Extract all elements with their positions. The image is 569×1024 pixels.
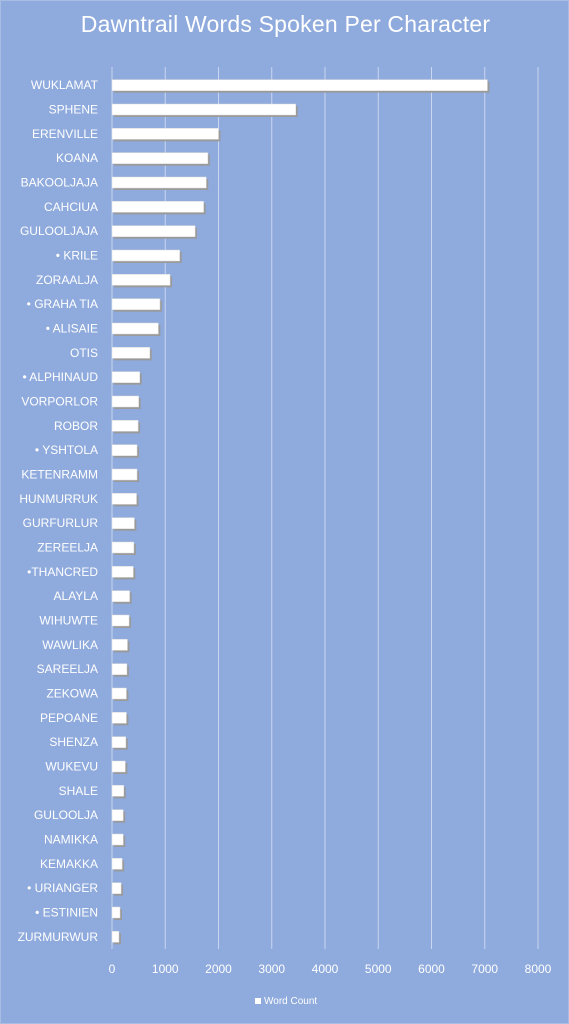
bar <box>111 201 204 213</box>
category-label: GULOOLJA <box>34 808 98 822</box>
category-label: CAHCIUA <box>44 200 98 214</box>
category-label: • ALPHINAUD <box>22 370 98 384</box>
category-label: • KRILE <box>56 249 98 263</box>
x-tick-label: 7000 <box>471 962 498 976</box>
bar <box>111 736 127 748</box>
category-label: BAKOOLJAJA <box>21 176 98 190</box>
category-label: SPHENE <box>49 103 98 117</box>
bar <box>111 590 130 602</box>
category-label: ZORAALJA <box>36 273 98 287</box>
bar <box>111 639 128 651</box>
category-label: NAMIKKA <box>44 833 98 847</box>
bar <box>111 79 488 91</box>
bar <box>111 833 124 846</box>
category-label: SAREELJA <box>37 662 98 676</box>
x-tick-label: 3000 <box>258 962 285 976</box>
category-label: WIHUWTE <box>39 614 98 628</box>
bar <box>111 128 219 140</box>
bar <box>111 687 127 700</box>
bar <box>111 225 196 237</box>
category-label: • ESTINIEN <box>35 906 98 920</box>
category-label: OTIS <box>70 346 98 360</box>
bar <box>111 760 126 773</box>
category-label: KETENRAMM <box>21 468 98 482</box>
category-label: KOANA <box>56 151 98 165</box>
bar <box>111 420 139 432</box>
x-tick-label: 2000 <box>205 962 232 976</box>
chart-title: Dawntrail Words Spoken Per Character <box>80 11 491 37</box>
category-label: SHENZA <box>49 735 98 749</box>
category-label: HUNMURRUK <box>19 492 98 506</box>
category-label: •THANCRED <box>27 565 98 579</box>
category-label: • GRAHA TIA <box>27 297 98 311</box>
legend-label: Word Count <box>264 996 317 1007</box>
bar <box>111 663 128 675</box>
category-label: SHALE <box>59 784 98 798</box>
bar <box>111 493 137 505</box>
bar <box>111 712 127 724</box>
bar <box>111 566 134 578</box>
bar <box>111 858 123 870</box>
category-label: PEPOANE <box>40 711 98 725</box>
bar <box>111 444 138 456</box>
bar <box>111 152 209 164</box>
x-tick-label: 6000 <box>418 962 445 976</box>
category-label: • YSHTOLA <box>35 443 98 457</box>
category-label: ALAYLA <box>54 589 98 603</box>
bar <box>111 785 124 797</box>
bar <box>111 517 135 529</box>
bar <box>111 882 122 894</box>
bar <box>111 347 151 359</box>
category-label: GULOOLJAJA <box>20 224 98 238</box>
bar <box>111 274 171 286</box>
bar <box>111 614 130 627</box>
bar <box>111 176 207 189</box>
category-label: ERENVILLE <box>32 127 98 141</box>
category-label: VORPORLOR <box>21 395 98 409</box>
bar <box>111 931 120 943</box>
bar <box>111 371 140 383</box>
category-label: ROBOR <box>54 419 98 433</box>
bar <box>111 906 121 919</box>
x-tick-label: 8000 <box>525 962 552 976</box>
category-label: ZURMURWUR <box>18 930 99 944</box>
bar <box>111 298 161 310</box>
category-label: • ALISAIE <box>46 322 98 336</box>
legend-swatch <box>255 998 261 1004</box>
bar <box>111 322 159 335</box>
category-label: • URIANGER <box>27 881 98 895</box>
category-label: ZEREELJA <box>37 541 98 555</box>
x-tick-label: 0 <box>109 962 116 976</box>
category-label: KEMAKKA <box>40 857 98 871</box>
category-label: ZEKOWA <box>46 687 98 701</box>
x-tick-label: 1000 <box>152 962 179 976</box>
bar <box>111 468 138 481</box>
category-label: WUKLAMAT <box>31 78 99 92</box>
x-tick-label: 4000 <box>312 962 339 976</box>
bar <box>111 541 135 554</box>
bar <box>111 249 180 262</box>
x-tick-label: 5000 <box>365 962 392 976</box>
bar <box>111 395 139 408</box>
category-label: WAWLIKA <box>42 638 98 652</box>
category-label: GURFURLUR <box>23 516 99 530</box>
category-label: WUKEVU <box>45 760 98 774</box>
bar <box>111 809 124 821</box>
bar <box>111 103 296 116</box>
